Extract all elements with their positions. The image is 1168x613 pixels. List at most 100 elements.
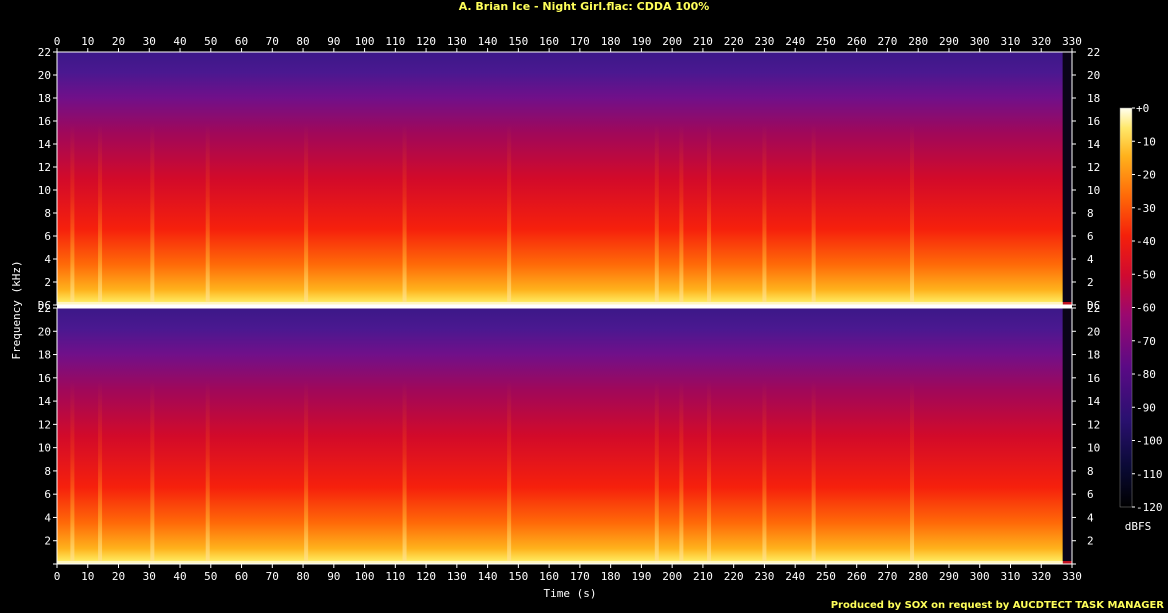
x-tick-label-bottom: 100	[355, 570, 375, 583]
x-tick-label-top: 110	[385, 35, 405, 48]
y-tick-label-left: 22	[38, 46, 51, 59]
channel-separator	[57, 305, 1072, 308]
x-tick-label-bottom: 30	[143, 570, 156, 583]
y-tick-label-right: 12	[1087, 418, 1100, 431]
x-tick-label-top: 160	[539, 35, 559, 48]
y-tick-label-right: DC	[1087, 299, 1100, 312]
x-tick-label-top: 230	[754, 35, 774, 48]
burst-mark	[205, 379, 210, 564]
x-tick-label-top: 180	[601, 35, 621, 48]
y-tick-label-right: 6	[1087, 488, 1094, 501]
y-tick-label-left: 4	[44, 511, 51, 524]
x-axis-bottom: 0 10 20 30 40 50 60 70 80 90 100 110 120 130 140 150 160…	[54, 564, 1082, 583]
x-tick-label-top: 130	[447, 35, 467, 48]
x-tick-label-bottom: 10	[81, 570, 94, 583]
x-tick-label-bottom: 70	[266, 570, 279, 583]
x-tick-label-bottom: 260	[847, 570, 867, 583]
y-tick-label-right: 8	[1087, 207, 1094, 220]
burst-mark	[811, 379, 816, 564]
y-tick-label-right: 2	[1087, 276, 1094, 289]
x-tick-label-bottom: 250	[816, 570, 836, 583]
colorbar-tick-label: -120	[1136, 501, 1163, 514]
x-tick-label-bottom: 90	[327, 570, 340, 583]
y-tick-label-left: 18	[38, 349, 51, 362]
burst-mark	[205, 122, 210, 305]
y-tick-label-left: 16	[38, 372, 51, 385]
x-tick-label-bottom: 60	[235, 570, 248, 583]
burst-mark	[402, 122, 407, 305]
y-tick-label-left: 8	[44, 465, 51, 478]
y-tick-label-right: 8	[1087, 465, 1094, 478]
x-tick-label-bottom: 200	[662, 570, 682, 583]
y-tick-label-right: 10	[1087, 184, 1100, 197]
y-tick-label-right: 18	[1087, 349, 1100, 362]
x-tick-label-top: 260	[847, 35, 867, 48]
x-tick-label-bottom: 0	[54, 570, 61, 583]
y-tick-label-right: 20	[1087, 69, 1100, 82]
y-tick-label-right: 18	[1087, 92, 1100, 105]
x-tick-label-bottom: 300	[970, 570, 990, 583]
burst-mark	[507, 379, 512, 564]
spectrogram-channel-2	[57, 308, 1063, 564]
y-tick-label-right: 4	[1087, 511, 1094, 524]
burst-mark	[679, 379, 684, 564]
y-tick-label-right: 14	[1087, 395, 1101, 408]
x-tick-label-bottom: 220	[724, 570, 744, 583]
x-tick-label-top: 300	[970, 35, 990, 48]
x-tick-label-top: 50	[204, 35, 217, 48]
burst-mark	[707, 379, 712, 564]
y-tick-label-left: 14	[38, 138, 52, 151]
y-tick-label-right: 10	[1087, 442, 1100, 455]
x-tick-label-top: 270	[878, 35, 898, 48]
silence-tail	[1062, 52, 1072, 305]
colorbar-tick-label: -80	[1136, 368, 1156, 381]
x-tick-label-top: 30	[143, 35, 156, 48]
y-tick-label-right: 20	[1087, 325, 1100, 338]
burst-mark	[811, 122, 816, 305]
dc-band	[57, 561, 1063, 564]
x-tick-label-top: 170	[570, 35, 590, 48]
y-tick-label-left: 4	[44, 253, 51, 266]
y-tick-label-right: 6	[1087, 230, 1094, 243]
silence-tail-floor	[1062, 302, 1072, 305]
colorbar-tick-label: -20	[1136, 169, 1156, 182]
y-tick-label-right: 22	[1087, 46, 1100, 59]
colorbar-tick-label: -30	[1136, 202, 1156, 215]
y-tick-label-left: 2	[44, 276, 51, 289]
x-tick-label-top: 290	[939, 35, 959, 48]
x-tick-label-top: 90	[327, 35, 340, 48]
burst-mark	[402, 379, 407, 564]
burst-mark	[507, 122, 512, 305]
x-tick-label-top: 210	[693, 35, 713, 48]
y-axis-label: Frequency (kHz)	[10, 260, 23, 359]
colorbar-gradient	[1119, 107, 1133, 508]
colorbar-tick-label: -90	[1136, 401, 1156, 414]
x-tick-label-top: 120	[416, 35, 436, 48]
y-tick-label-left: 18	[38, 92, 51, 105]
footer-credit: Produced by SOX on request by AUCDTECT T…	[830, 600, 1164, 611]
x-tick-label-bottom: 290	[939, 570, 959, 583]
burst-mark	[304, 379, 309, 564]
x-tick-label-top: 280	[908, 35, 928, 48]
x-tick-label-top: 10	[81, 35, 94, 48]
y-tick-label-left: 10	[38, 184, 51, 197]
burst-mark	[679, 122, 684, 305]
spectrogram-channel-1	[57, 52, 1063, 305]
x-tick-label-bottom: 50	[204, 570, 217, 583]
burst-mark	[98, 379, 103, 564]
channel-2-panel	[56, 307, 1073, 565]
colorbar-tick-label: -40	[1136, 235, 1156, 248]
y-tick-label-left: 14	[38, 395, 52, 408]
y-tick-label-left: 20	[38, 325, 51, 338]
x-tick-label-bottom: 310	[1001, 570, 1021, 583]
colorbar-tick-label: -60	[1136, 302, 1156, 315]
x-tick-label-bottom: 80	[296, 570, 309, 583]
y-tick-label-left: 8	[44, 207, 51, 220]
colorbar-tick-label: -110	[1136, 468, 1163, 481]
y-tick-label-left: 6	[44, 230, 51, 243]
x-tick-label-bottom: 20	[112, 570, 125, 583]
colorbar-label: dBFS	[1125, 520, 1152, 533]
x-tick-label-top: 0	[54, 35, 61, 48]
